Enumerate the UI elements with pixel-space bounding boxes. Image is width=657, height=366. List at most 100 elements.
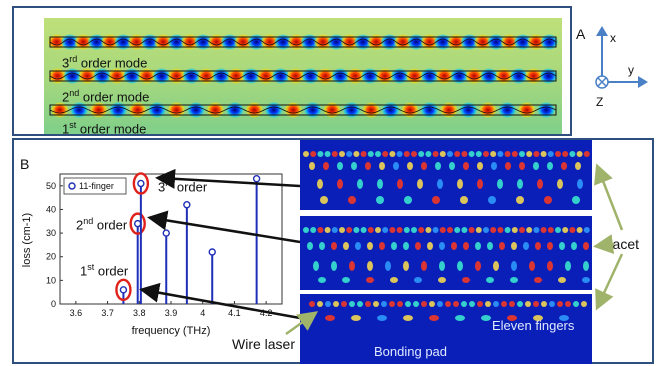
intensity-spot (357, 301, 363, 307)
intensity-spot (365, 162, 371, 170)
intensity-spot (405, 301, 411, 307)
field-lobe (420, 68, 439, 84)
mode-label-2: 2nd order mode (62, 88, 150, 105)
field-lobe (494, 68, 513, 84)
x-axis-title: frequency (THz) (132, 325, 211, 337)
legend-box (63, 177, 127, 195)
field-lobe (220, 34, 239, 50)
intensity-spot (403, 151, 410, 157)
field-lobe (167, 102, 186, 118)
intensity-spot (468, 227, 475, 233)
field-lobe (284, 102, 303, 118)
x-tick-label: 4.1 (228, 308, 241, 318)
intensity-spot (559, 315, 569, 321)
field-lobe (109, 102, 128, 118)
intensity-spot (533, 315, 543, 321)
field-lobe (439, 102, 458, 118)
field-lobe (274, 34, 293, 50)
arrow-to-3rd (155, 168, 301, 189)
intensity-spot (385, 261, 391, 271)
intensity-spot (516, 196, 524, 204)
intensity-spot (325, 315, 335, 321)
intensity-spot (307, 242, 313, 250)
intensity-spot (403, 227, 410, 233)
field-lobe (540, 34, 559, 50)
intensity-spot (511, 261, 517, 271)
intensity-spot (411, 227, 417, 233)
intensity-spot (309, 301, 315, 307)
field-lobe (517, 102, 536, 118)
field-lobe (340, 34, 359, 50)
intensity-spot (517, 179, 523, 189)
y-axis-label: y (628, 63, 634, 77)
intensity-spot (389, 227, 396, 233)
intensity-spot (562, 151, 569, 157)
field-lobe (420, 102, 439, 118)
intensity-spot (439, 242, 445, 250)
intensity-spot (377, 315, 387, 321)
field-lobe (50, 102, 69, 118)
intensity-spot (425, 227, 432, 233)
facet-arrow-3 (595, 253, 624, 311)
y-axis-title: loss (cm-1) (21, 213, 33, 267)
field-lobe (342, 102, 361, 118)
intensity-spot (341, 301, 347, 307)
intensity-spot (318, 277, 326, 283)
intensity-spot (331, 227, 338, 233)
intensity-spot (486, 277, 494, 283)
intensity-spot (349, 261, 355, 271)
intensity-spot (490, 227, 497, 233)
intensity-spot (457, 179, 463, 189)
intensity-spot (403, 242, 409, 250)
intensity-spot (457, 261, 463, 271)
intensity-spot (348, 196, 356, 204)
mode-image-2nd (300, 216, 592, 290)
legend-marker (68, 182, 76, 190)
intensity-spot (557, 301, 563, 307)
field-lobe (405, 68, 424, 84)
intensity-spot (317, 179, 323, 189)
intensity-spot (427, 242, 433, 250)
x-tick-label: 3.7 (101, 308, 114, 318)
field-lobe (303, 102, 322, 118)
intensity-spot (451, 242, 457, 250)
intensity-spot (529, 261, 535, 271)
intensity-spot (349, 301, 355, 307)
intensity-spot (493, 301, 499, 307)
intensity-spot (462, 277, 470, 283)
intensity-spot (497, 179, 503, 189)
field-lobe (478, 102, 497, 118)
intensity-spot (324, 151, 331, 157)
intensity-spot (355, 242, 361, 250)
field-lobe (509, 68, 528, 84)
intensity-spot (477, 179, 483, 189)
y-tick-label: 20 (46, 252, 56, 262)
field-lobe (287, 34, 306, 50)
intensity-spot (504, 151, 511, 157)
intensity-spot (447, 151, 453, 157)
intensity-spot (439, 151, 446, 157)
facet-arrow-2 (593, 234, 615, 255)
intensity-spot (575, 162, 581, 170)
intensity-spot (389, 151, 396, 157)
mode-wave (49, 72, 557, 80)
intensity-spot (390, 277, 398, 283)
field-lobe (524, 68, 543, 84)
intensity-spot (324, 227, 331, 233)
intensity-spot (320, 196, 328, 204)
intensity-spot (337, 179, 343, 189)
field-lobe (264, 102, 283, 118)
field-lobe (313, 34, 332, 50)
intensity-spot (313, 261, 319, 271)
field-lobe (127, 34, 146, 50)
field-lobe (420, 34, 439, 50)
intensity-spot (559, 242, 565, 250)
mode-wave (49, 38, 557, 46)
mode-label-1: 1st order mode (62, 120, 147, 137)
intensity-spot (379, 162, 385, 170)
intensity-spot (342, 277, 350, 283)
intensity-spot (510, 277, 518, 283)
intensity-spot (413, 301, 419, 307)
field-lobe (152, 68, 171, 84)
field-lobe (346, 68, 365, 84)
